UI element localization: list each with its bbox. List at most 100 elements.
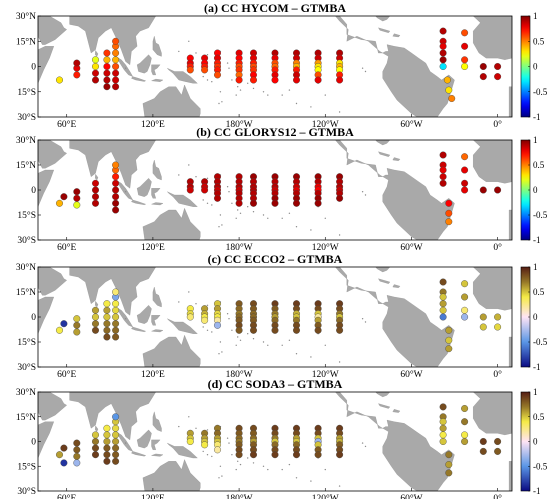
x-tick-label: 120°W: [312, 119, 339, 130]
island: [310, 480, 312, 482]
island: [361, 442, 364, 444]
station-marker: [494, 63, 502, 71]
island: [235, 468, 237, 471]
island: [206, 54, 209, 56]
station-marker: [103, 438, 111, 446]
station-marker: [439, 313, 447, 321]
station-marker: [445, 336, 453, 344]
station-marker: [439, 49, 447, 57]
station-marker: [293, 199, 301, 207]
station-marker: [479, 313, 487, 321]
station-marker: [91, 313, 99, 321]
land-mass: [508, 461, 512, 491]
land-mass: [375, 140, 391, 146]
station-marker: [112, 413, 120, 421]
y-tick-label: 15°S: [17, 337, 36, 348]
island: [338, 485, 341, 487]
y-tick-label: 15°N: [16, 287, 36, 298]
station-marker: [201, 186, 209, 194]
station-marker: [186, 313, 194, 321]
land-mass: [136, 178, 152, 197]
x-tick-label: 120°E: [141, 119, 165, 130]
island: [231, 329, 233, 331]
station-marker: [479, 323, 487, 331]
station-marker: [461, 179, 469, 187]
station-marker: [73, 452, 81, 460]
station-marker: [479, 447, 487, 455]
island: [247, 457, 249, 459]
island: [288, 89, 291, 91]
island: [221, 351, 223, 353]
y-tick-label: 15°N: [16, 160, 36, 171]
station-marker: [112, 63, 120, 71]
colorbar-tick-label: -0.5: [533, 210, 548, 220]
land-layer: [38, 267, 512, 389]
station-marker: [439, 403, 447, 411]
panel-1: (a) CC HYCOM – GTMBA 30°N 15°N 0 15°S 30°S 60°…: [16, 1, 548, 130]
land-mass: [392, 157, 401, 161]
station-marker: [445, 199, 453, 207]
island: [288, 463, 291, 466]
land-mass: [167, 68, 198, 84]
x-tick-label: 60°W: [400, 119, 422, 130]
land-mass: [152, 36, 162, 57]
land-mass: [472, 267, 512, 311]
island: [338, 361, 341, 363]
land-mass: [38, 421, 55, 459]
island: [235, 94, 237, 96]
station-marker: [479, 186, 487, 194]
land-mass: [392, 409, 401, 413]
station-marker: [103, 83, 111, 91]
colorbar-tick-label: -0.5: [533, 461, 548, 471]
station-marker: [103, 444, 111, 452]
station-marker: [112, 56, 120, 64]
station-marker: [336, 326, 344, 334]
x-tick-label: 0°: [493, 242, 502, 253]
land-mass: [167, 191, 198, 207]
land-mass: [185, 385, 194, 389]
x-tick-label: 180°W: [226, 242, 253, 253]
x-tick-label: 180°W: [226, 369, 253, 380]
station-marker: [201, 441, 209, 449]
land-mass: [335, 140, 455, 240]
station-marker: [235, 76, 243, 84]
station-marker: [461, 280, 469, 288]
island: [324, 94, 326, 96]
station-marker: [439, 424, 447, 432]
station-marker: [314, 451, 322, 459]
station-marker: [461, 293, 469, 301]
land-mass: [142, 84, 201, 117]
colorbar-tick-label: 0: [533, 437, 538, 447]
station-marker: [91, 199, 99, 207]
y-tick-label: 15°S: [17, 87, 36, 98]
land-mass: [38, 392, 67, 421]
station-marker: [461, 431, 469, 439]
island: [338, 111, 341, 113]
colorbar-tick-label: 0: [533, 185, 538, 195]
island: [262, 465, 265, 467]
station-marker: [60, 193, 68, 201]
island: [218, 477, 220, 479]
station-marker: [112, 76, 120, 84]
station-marker: [112, 288, 120, 296]
station-marker: [293, 76, 301, 84]
colorbar-tick-label: 0: [533, 312, 538, 322]
station-marker: [439, 431, 447, 439]
island: [281, 344, 283, 346]
land-mass: [38, 267, 67, 296]
island: [195, 427, 197, 429]
station-marker: [112, 186, 120, 194]
island: [239, 463, 242, 466]
land-mass: [152, 159, 162, 181]
x-tick-label: 60°E: [57, 493, 76, 499]
island: [237, 460, 239, 462]
island: [252, 462, 255, 464]
island: [228, 67, 230, 69]
y-tick-label: 30°N: [16, 262, 36, 273]
station-marker: [91, 56, 99, 64]
x-tick-label: 60°W: [400, 242, 422, 253]
station-marker: [494, 186, 502, 194]
station-marker: [103, 306, 111, 314]
x-tick-label: 120°E: [141, 369, 165, 380]
station-marker: [60, 459, 68, 467]
